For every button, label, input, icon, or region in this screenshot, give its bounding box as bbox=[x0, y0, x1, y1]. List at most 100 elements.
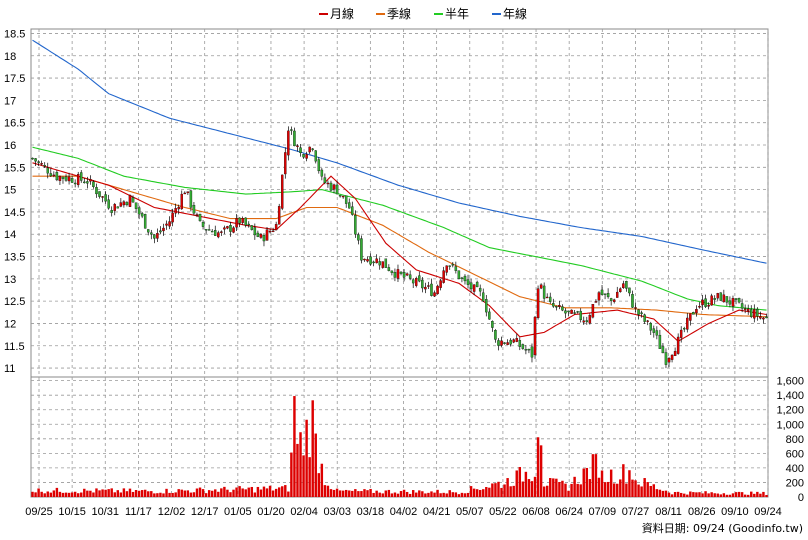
volume-bar bbox=[457, 494, 461, 497]
price-tick-label: 13.5 bbox=[4, 252, 25, 264]
candle-body bbox=[643, 314, 646, 322]
candle-body bbox=[34, 158, 37, 162]
date-tick-label: 03/18 bbox=[357, 506, 385, 518]
candle-body bbox=[101, 196, 104, 198]
candle-body bbox=[606, 293, 610, 298]
candle-body bbox=[494, 330, 497, 340]
volume-bar bbox=[186, 490, 190, 497]
candle-body bbox=[250, 225, 254, 230]
volume-bar bbox=[603, 482, 607, 497]
candle-body bbox=[740, 303, 744, 309]
volume-bar bbox=[220, 488, 223, 497]
volume-bar bbox=[390, 493, 394, 497]
candle-body bbox=[92, 181, 95, 187]
volume-bar bbox=[64, 492, 68, 497]
price-panel-border bbox=[30, 28, 769, 378]
volume-bar bbox=[335, 488, 339, 497]
candle-body bbox=[652, 328, 656, 333]
candle-body bbox=[686, 317, 689, 330]
volume-bar bbox=[646, 482, 649, 497]
volume-bar bbox=[637, 484, 640, 497]
volume-bar bbox=[411, 490, 415, 497]
candle-body bbox=[491, 320, 494, 328]
candle-body bbox=[609, 298, 613, 302]
volume-bar bbox=[518, 467, 522, 497]
candle-body bbox=[695, 309, 698, 314]
price-tick-label: 12 bbox=[4, 318, 16, 330]
volume-bar bbox=[332, 489, 336, 497]
volume-bar bbox=[445, 493, 448, 497]
volume-bar bbox=[573, 476, 576, 497]
volume-bar bbox=[168, 492, 171, 497]
candle-body bbox=[201, 222, 205, 227]
candle-body bbox=[64, 176, 68, 181]
candle-body bbox=[670, 354, 674, 360]
candle-body bbox=[95, 187, 98, 195]
candle-body bbox=[472, 284, 476, 292]
volume-bar bbox=[512, 485, 515, 497]
candle-body bbox=[317, 159, 321, 172]
candle-body bbox=[268, 230, 272, 233]
volume-bar bbox=[113, 492, 116, 497]
candle-body bbox=[524, 349, 528, 351]
volume-bar bbox=[555, 478, 558, 497]
candle-body bbox=[719, 292, 723, 301]
candle-body bbox=[762, 317, 765, 320]
candle-body bbox=[259, 234, 263, 238]
volume-bar bbox=[606, 481, 610, 497]
candle-body bbox=[588, 315, 592, 324]
volume-bar bbox=[302, 455, 305, 497]
candle-body bbox=[369, 256, 372, 265]
candle-body bbox=[265, 229, 269, 241]
volume-bar bbox=[670, 494, 674, 497]
volume-bar bbox=[317, 473, 321, 497]
candle-body bbox=[58, 176, 62, 181]
candle-body bbox=[466, 279, 470, 285]
candle-body bbox=[634, 307, 637, 309]
candle-body bbox=[594, 301, 598, 303]
volume-bar bbox=[287, 491, 290, 497]
volume-bar bbox=[433, 492, 436, 497]
candle-body bbox=[89, 179, 92, 182]
candle-body bbox=[220, 231, 223, 233]
volume-bar bbox=[533, 476, 537, 497]
volume-bar bbox=[217, 491, 220, 497]
volume-bar bbox=[387, 489, 391, 497]
volume-bar bbox=[640, 486, 643, 497]
candle-body bbox=[186, 191, 190, 194]
volume-bar bbox=[536, 437, 540, 497]
candle-body bbox=[348, 202, 351, 209]
candle-body bbox=[110, 209, 113, 213]
candle-body bbox=[384, 258, 388, 268]
volume-bar bbox=[564, 483, 567, 497]
volume-bar bbox=[357, 491, 360, 497]
volume-tick-label: 400 bbox=[786, 463, 804, 475]
volume-bar bbox=[750, 491, 753, 497]
price-tick-label: 11.5 bbox=[4, 341, 25, 353]
candle-body bbox=[539, 284, 543, 289]
volume-bar bbox=[503, 484, 506, 497]
candle-body bbox=[137, 207, 141, 215]
volume-tick-label: 1,400 bbox=[776, 390, 804, 402]
volume-tick-label: 1,200 bbox=[776, 405, 804, 417]
volume-bar bbox=[658, 489, 662, 497]
candle-body bbox=[332, 184, 336, 190]
volume-bar bbox=[497, 481, 500, 497]
candle-body bbox=[287, 130, 290, 156]
volume-bar bbox=[704, 491, 707, 497]
candle-body bbox=[125, 202, 129, 206]
volume-bar bbox=[661, 490, 665, 497]
candle-body bbox=[131, 197, 135, 203]
candle-body bbox=[555, 306, 558, 308]
candle-body bbox=[545, 296, 549, 299]
candle-body bbox=[168, 221, 171, 227]
candle-body bbox=[512, 339, 515, 343]
volume-bar bbox=[37, 488, 40, 497]
volume-bar bbox=[698, 492, 701, 497]
quarter-ma-line bbox=[32, 175, 767, 318]
volume-bar bbox=[448, 490, 451, 497]
candle-body bbox=[591, 304, 595, 318]
volume-bar bbox=[649, 485, 652, 497]
candle-body bbox=[229, 225, 232, 232]
volume-bar bbox=[165, 488, 168, 497]
